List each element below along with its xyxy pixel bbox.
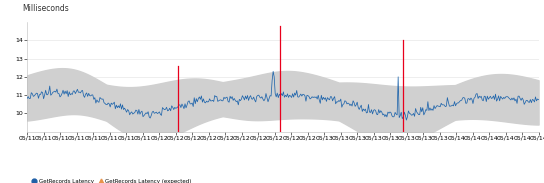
Legend: GetRecords Latency, GetRecords Latency (expected): GetRecords Latency, GetRecords Latency (… [30,177,194,183]
Text: Milliseconds: Milliseconds [22,4,69,13]
